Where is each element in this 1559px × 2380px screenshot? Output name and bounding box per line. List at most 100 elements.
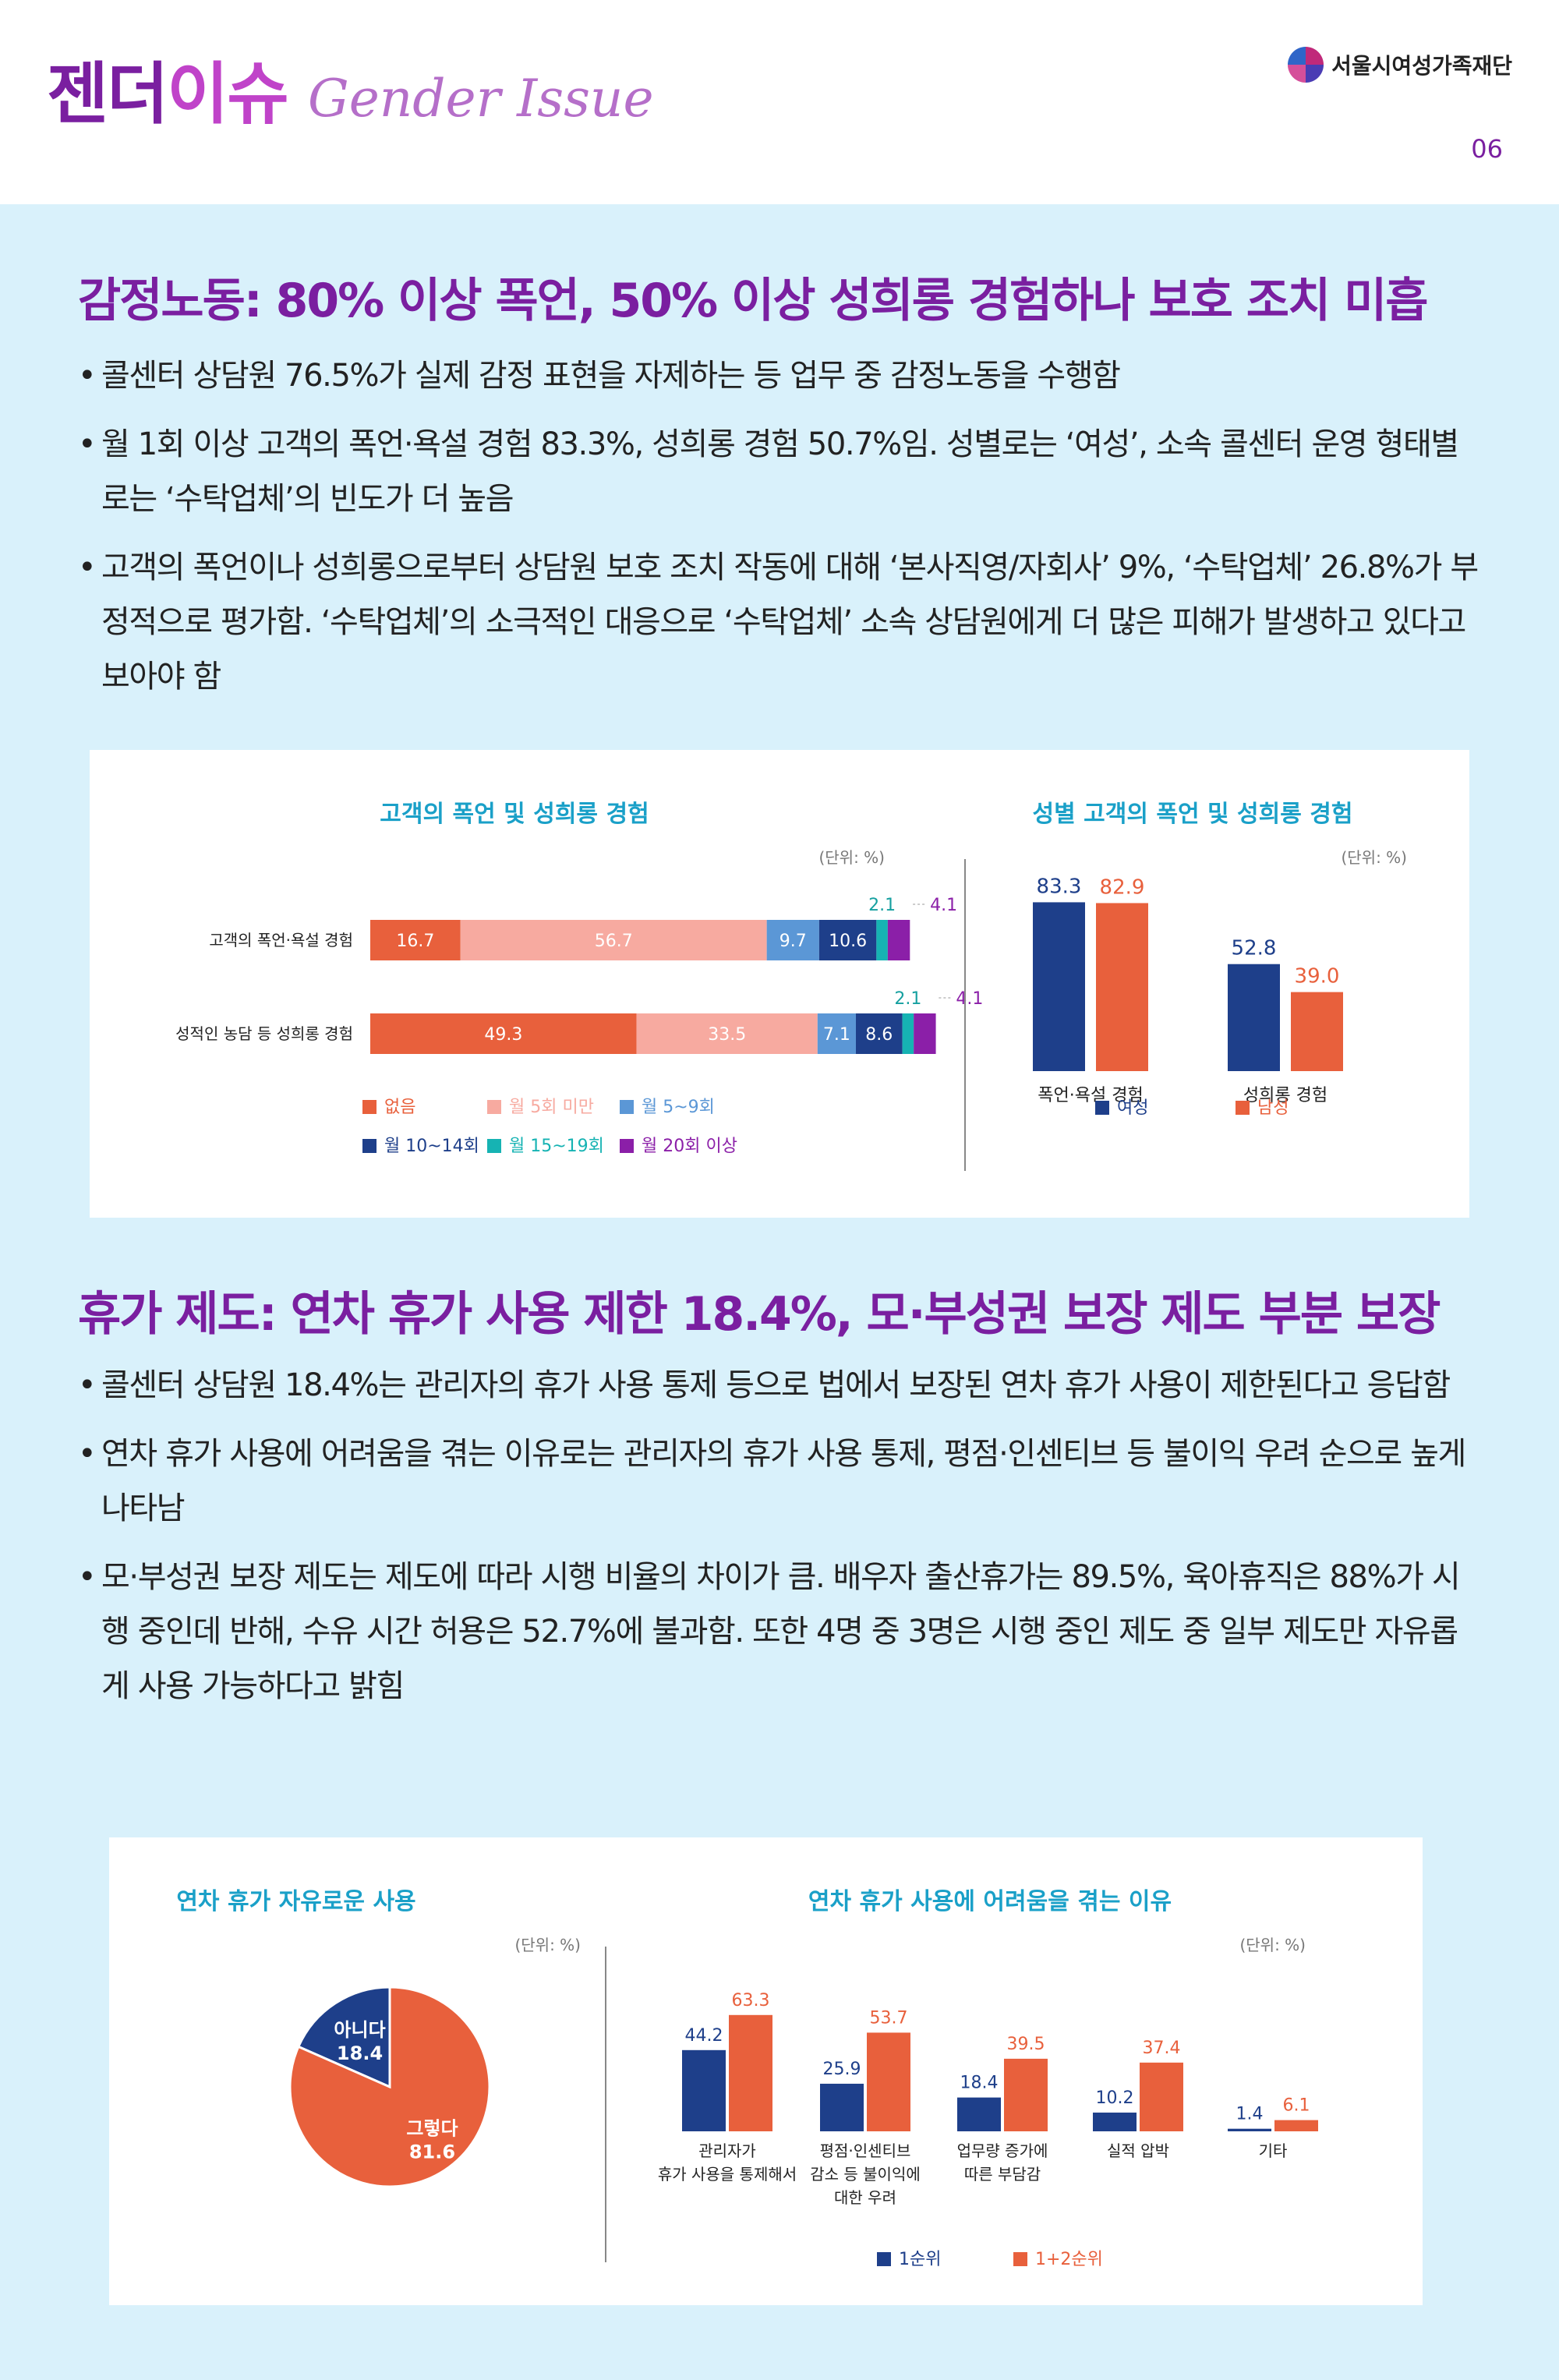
chart4-bar [820,2083,864,2131]
chart1-value-label: 9.7 [780,932,807,951]
chart2-category-label: 폭언·욕설 경험 [1038,1086,1143,1105]
chart1-value-label: 16.7 [396,932,434,951]
section1-bullets: 콜센터 상담원 76.5%가 실제 감정 표현을 자제하는 등 업무 중 감정노… [78,348,1481,718]
chart2-value-label: 83.3 [1037,875,1082,898]
chart1-legend-label: 월 5~9회 [642,1098,715,1117]
chart4-value-label: 18.4 [960,2074,999,2093]
page-header: 젠더이슈 Gender Issue 서울시여성가족재단 06 [0,0,1559,204]
chart1-legend-swatch [487,1139,501,1153]
chart4-category-label: 휴가 사용을 통제해서 [658,2165,797,2184]
chart1-category-label: 고객의 폭언·욕설 경험 [209,931,353,950]
chart-panel-2: 연차 휴가 자유로운 사용 (단위: %) 아니다 18.4 그렇다 81.6 연차 휴가 … [109,1837,1423,2305]
section2-bullets: 콜센터 상담원 18.4%는 관리자의 휴가 사용 통제 등으로 법에서 보장된… [78,1358,1481,1728]
chart1-value-label: 10.6 [829,932,867,951]
chart2-unit: (단위: %) [1341,848,1407,867]
chart4-title: 연차 휴가 사용에 어려움을 겪는 이유 [808,1888,1172,1915]
chart2-bar [1033,902,1085,1071]
chart1-bar-segment [370,1013,637,1054]
chart4-bar [1228,2128,1271,2131]
chart1-value-label: 33.5 [708,1025,746,1045]
chart3-pie-slice [288,1986,491,2188]
chart1-bar-segment [902,1013,914,1054]
brand-title-part1: 젠더 [47,55,168,133]
chart1-legend-label: 월 15~19회 [509,1137,604,1156]
chart4-category-label: 관리자가 [698,2141,756,2160]
chart4-value-label: 1.4 [1236,2105,1264,2124]
chart4-value-label: 37.4 [1143,2039,1181,2058]
chart2-title: 성별 고객의 폭언 및 성희롱 경험 [1032,801,1352,828]
chart4-value-label: 63.3 [732,1991,770,2010]
chart3-slice-label: 아니다 [334,2019,385,2041]
chart2-value-label: 39.0 [1295,965,1340,988]
chart1-category-label: 성적인 농담 등 성희롱 경험 [175,1024,353,1043]
chart2-value-label: 82.9 [1100,875,1145,899]
chart1-legend-label: 월 10~14회 [384,1137,479,1156]
chart4-value-label: 44.2 [685,2026,723,2046]
chart1-bar-segment [370,920,461,960]
chart1-bar-segment [914,1013,936,1054]
chart1-value-label: 4.1 [956,989,983,1009]
chart4-value-label: 39.5 [1007,2035,1045,2054]
chart1-value-label: 8.6 [865,1025,893,1045]
chart1-legend-swatch [620,1139,634,1153]
section1-bullet: 월 1회 이상 고객의 폭언·욕설 경험 83.3%, 성희롱 경험 50.7%… [78,417,1481,526]
chart4-bar [1140,2062,1183,2131]
chart1-legend-label: 월 20회 이상 [642,1137,737,1156]
org-logo-icon [1288,47,1324,83]
chart1-value-label: 49.3 [484,1025,522,1045]
chart4-category-label: 따른 부담감 [964,2165,1041,2184]
chart1-legend-swatch [362,1139,376,1153]
chart4-category-label: 기타 [1259,2141,1288,2160]
chart2-value-label: 52.8 [1232,937,1277,960]
chart1-value-label: 4.1 [930,896,957,915]
chart1-title: 고객의 폭언 및 성희롱 경험 [380,801,649,828]
chart1-value-label: 56.7 [595,932,633,951]
section1-title: 감정노동: 80% 이상 폭언, 50% 이상 성희롱 경험하나 보호 조치 미… [78,274,1428,328]
chart4-legend-swatch [1013,2252,1027,2266]
chart1-unit: (단위: %) [818,848,885,867]
chart4-bar [1093,2112,1137,2131]
section1-bullet: 고객의 폭언이나 성희롱으로부터 상담원 보호 조치 작동에 대해 ‘본사직영/… [78,540,1481,704]
chart4-category-label: 대한 우려 [834,2188,896,2207]
chart4-value-label: 6.1 [1283,2096,1310,2116]
chart1-bar-segment [876,920,888,960]
chart4-value-label: 25.9 [823,2060,861,2079]
chart3-slice-label: 그렇다 [406,2118,458,2140]
chart4-legend-swatch [877,2252,891,2266]
chart1-legend-swatch [620,1100,634,1114]
section2-title: 휴가 제도: 연차 휴가 사용 제한 18.4%, 모·부성권 보장 제도 부분… [78,1287,1441,1342]
chart4-value-label: 10.2 [1096,2088,1134,2108]
chart1-value-label: 7.1 [823,1025,850,1045]
chart-panel-1-svg: 고객의 폭언 및 성희롱 경험 (단위: %) 고객의 폭언·욕설 경험 16.7 56… [175,801,1407,1171]
chart1-legend-swatch [487,1100,501,1114]
page-number: 06 [1471,134,1503,164]
chart2-legend-label: 여성 [1117,1098,1148,1118]
chart4-category-label: 평점·인센티브 [820,2141,911,2160]
chart1-value-label: 2.1 [894,989,921,1009]
chart4-bar [867,2032,910,2131]
chart1-bar-segment [766,920,819,960]
brand-title-part2: 이슈 [167,55,288,133]
chart4-category-label: 업무량 증가에 [957,2141,1048,2160]
chart3-slice-value: 18.4 [337,2042,383,2064]
chart4-value-label: 53.7 [870,2008,908,2028]
section1-bullet: 콜센터 상담원 76.5%가 실제 감정 표현을 자제하는 등 업무 중 감정노… [78,348,1481,403]
chart2-legend-label: 남성 [1257,1098,1289,1118]
chart4-category-label: 실적 압박 [1107,2141,1169,2160]
chart4-bar [1004,2058,1048,2131]
chart1-bar-segment [817,1013,857,1054]
chart1-bar-segment [636,1013,818,1054]
chart4-category-label: 감소 등 불이익에 [810,2165,921,2184]
chart4-unit: (단위: %) [1239,1936,1306,1954]
chart1-value-label: 2.1 [868,896,896,915]
chart-panel-1: 고객의 폭언 및 성희롱 경험 (단위: %) 고객의 폭언·욕설 경험 16.7 56… [90,750,1469,1218]
chart1-bar-segment [887,920,910,960]
chart3-unit: (단위: %) [514,1936,581,1954]
chart4-bar [1274,2120,1318,2131]
section2-bullet: 콜센터 상담원 18.4%는 관리자의 휴가 사용 통제 등으로 법에서 보장된… [78,1358,1481,1413]
chart2-bar [1228,964,1280,1071]
chart1-legend-label: 월 5회 미만 [509,1098,594,1117]
chart1-bar-segment [856,1013,903,1054]
section2-bullet: 모·부성권 보장 제도는 제도에 따라 시행 비율의 차이가 큼. 배우자 출산… [78,1550,1481,1713]
